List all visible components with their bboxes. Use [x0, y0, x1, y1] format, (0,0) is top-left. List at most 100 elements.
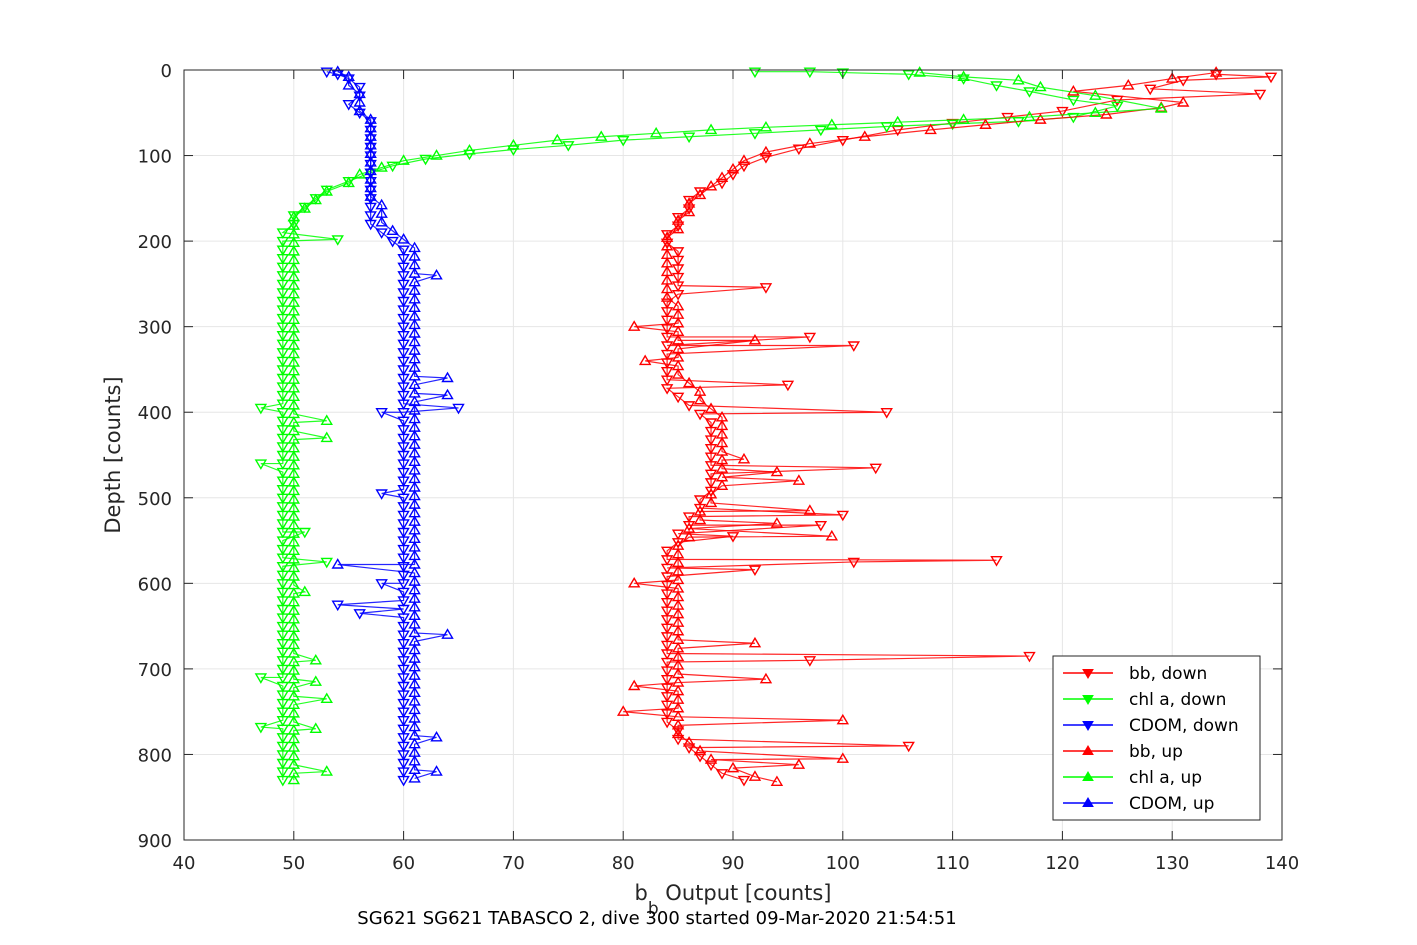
data-point-chl-a-down: [276, 442, 290, 453]
data-point-cdom-up: [364, 190, 377, 201]
data-point-cdom-down: [452, 403, 465, 415]
data-point-chl-a-down: [803, 67, 817, 79]
data-point-chl-a-down: [298, 527, 312, 539]
data-point-cdom-down: [364, 202, 377, 214]
data-point-chl-a-down: [990, 81, 1003, 92]
data-point-chl-a-down: [276, 271, 290, 282]
data-point-bb-down: [671, 289, 685, 301]
data-point-bb-down: [902, 741, 915, 753]
data-point-chl-a-down: [276, 519, 290, 530]
data-point-bb-down: [671, 392, 685, 404]
data-point-bb-down: [660, 315, 674, 327]
data-point-cdom-down: [397, 262, 410, 274]
data-point-bb-down: [847, 557, 861, 569]
legend-box: [1052, 655, 1261, 821]
data-point-bb-up: [726, 162, 740, 174]
data-point-bb-down: [660, 307, 674, 318]
data-point-chl-a-down: [814, 125, 828, 137]
series-chl-a-up: [287, 66, 1168, 785]
data-point-chl-a-down: [276, 570, 290, 582]
data-point-bb-down: [1056, 106, 1069, 118]
data-point-cdom-down: [397, 442, 410, 453]
series-bb-down: [660, 70, 1278, 787]
data-point-chl-a-up: [1154, 102, 1168, 113]
data-point-cdom-down: [397, 459, 410, 470]
data-point-chl-a-down: [1111, 101, 1124, 113]
data-point-cdom-down: [397, 450, 410, 462]
data-point-chl-a-up: [298, 585, 312, 597]
x-tick-label: 110: [935, 853, 969, 874]
data-point-chl-a-down: [276, 562, 290, 573]
data-point-bb-down: [660, 615, 674, 626]
data-point-bb-up: [759, 145, 773, 157]
data-point-bb-down: [671, 734, 685, 746]
data-point-bb-down: [671, 255, 685, 267]
data-point-cdom-up: [441, 371, 454, 383]
data-point-bb-down: [737, 161, 751, 173]
data-point-cdom-down: [364, 219, 377, 231]
data-point-cdom-down: [397, 271, 410, 282]
data-point-cdom-down: [397, 365, 410, 376]
data-point-bb-down: [660, 657, 674, 669]
data-point-bb-up: [792, 758, 806, 769]
data-point-bb-down: [704, 469, 718, 481]
data-point-cdom-down: [397, 656, 410, 667]
data-point-cdom-down: [397, 425, 410, 436]
data-point-chl-a-down: [276, 630, 290, 642]
data-point-bb-up: [770, 775, 784, 787]
data-point-bb-up: [693, 188, 707, 200]
y-tick-label: 400: [138, 403, 172, 424]
data-point-cdom-down: [397, 476, 410, 488]
data-point-chl-a-down: [276, 750, 290, 761]
data-point-cdom-down: [397, 621, 410, 633]
data-point-bb-down: [726, 170, 740, 181]
data-point-chl-a-down: [386, 161, 399, 173]
data-point-cdom-up: [386, 224, 399, 236]
data-point-bb-up: [704, 496, 718, 508]
data-point-chl-a-down: [276, 733, 290, 744]
data-point-cdom-down: [397, 467, 410, 479]
data-point-bb-up: [1034, 113, 1047, 124]
data-point-bb-down: [704, 435, 718, 446]
data-point-chl-a-down: [276, 527, 290, 539]
data-point-chl-a-up: [825, 118, 839, 129]
data-point-bb-down: [836, 510, 850, 522]
data-point-bb-down: [1209, 70, 1223, 81]
data-point-chl-a-down: [902, 70, 915, 81]
data-point-chl-a-down: [276, 373, 290, 385]
data-point-bb-up: [693, 744, 707, 756]
data-point-bb-up: [979, 118, 992, 129]
data-point-chl-a-down: [276, 450, 290, 462]
data-point-bb-down: [693, 409, 707, 421]
data-point-chl-a-up: [957, 113, 970, 124]
data-point-cdom-down: [375, 228, 388, 239]
data-point-cdom-down: [397, 562, 410, 573]
data-point-cdom-up: [441, 388, 454, 400]
data-point-chl-a-down: [419, 154, 432, 166]
data-point-chl-a-up: [320, 414, 333, 425]
data-point-bb-up: [682, 736, 696, 747]
data-point-chl-a-down: [1023, 87, 1036, 98]
data-point-bb-down: [660, 324, 674, 335]
data-point-bb-down: [660, 709, 674, 720]
data-point-cdom-down: [342, 74, 355, 85]
x-axis-label: bb Output [counts]: [634, 881, 831, 919]
data-point-cdom-down: [397, 356, 410, 368]
data-point-bb-down: [671, 281, 685, 292]
data-point-bb-up: [671, 727, 685, 739]
data-point-cdom-down: [353, 609, 366, 620]
data-point-bb-down: [660, 692, 674, 703]
data-point-bb-up: [924, 123, 937, 135]
data-point-chl-a-up: [507, 138, 520, 150]
data-point-bb-down: [715, 178, 729, 190]
data-point-chl-a-down: [276, 656, 290, 667]
data-point-chl-a-up: [1012, 73, 1025, 85]
data-point-bb-up: [748, 333, 762, 345]
data-point-cdom-down: [397, 767, 410, 778]
data-point-chl-a-down: [276, 485, 290, 496]
data-point-cdom-down: [397, 279, 410, 291]
data-point-chl-a-down: [276, 681, 290, 693]
data-point-chl-a-down: [276, 716, 290, 727]
data-point-chl-a-down: [276, 390, 290, 402]
legend: bb, down chl a, down CDOM, down bb, up chl a…: [1052, 655, 1261, 821]
